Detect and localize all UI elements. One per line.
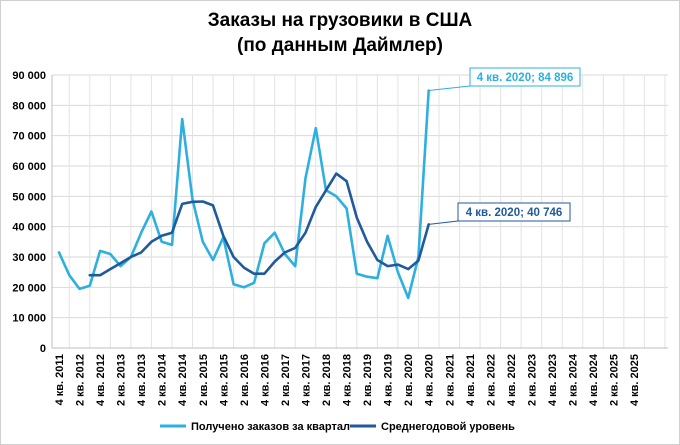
y-axis-ticks: 0 10 000 20 000 30 000 40 000 50 000 60 000 70 … <box>12 70 46 355</box>
callout-box <box>469 67 581 87</box>
x-tick-label: 2 кв. 2025 <box>609 354 621 406</box>
grid-lines <box>52 74 668 348</box>
callout-leader-line <box>428 85 471 91</box>
axes <box>51 75 668 349</box>
series-quarterly-orders-line <box>57 89 431 300</box>
chart-title-block: Заказы на грузовики в США (по данным Дай… <box>0 8 680 58</box>
x-tick-label: 2 кв. 2020 <box>403 354 415 406</box>
chart-title: Заказы на грузовики в США <box>207 10 473 31</box>
y-tick-label: 0 <box>40 343 46 355</box>
x-tick-label: 4 кв. 2016 <box>259 354 271 406</box>
series-annual-average-line <box>88 172 431 277</box>
callout-leader-line <box>428 220 459 225</box>
callout-label: 4 кв. 2020; 40 746 <box>466 207 563 219</box>
series-lines <box>57 89 431 300</box>
callouts: 4 кв. 2020; 84 896 4 кв. 2020; 40 746 <box>428 67 581 225</box>
x-tick-label: 4 кв. 2024 <box>588 353 600 406</box>
x-tick-label: 2 кв. 2019 <box>362 354 374 406</box>
x-tick-label: 2 кв. 2017 <box>280 354 292 406</box>
x-tick-label: 4 кв. 2018 <box>342 354 354 406</box>
x-tick-label: 4 кв. 2022 <box>506 354 518 406</box>
x-tick-label: 2 кв. 2014 <box>157 353 169 406</box>
y-tick-label: 60 000 <box>12 161 46 173</box>
callout-label: 4 кв. 2020; 84 896 <box>477 72 574 84</box>
x-tick-label: 2 кв. 2013 <box>116 354 128 406</box>
y-tick-label: 80 000 <box>12 100 46 112</box>
x-tick-label: 4 кв. 2020 <box>424 354 436 406</box>
x-tick-label: 4 кв. 2011 <box>54 354 66 405</box>
x-tick-label: 2 кв. 2012 <box>75 354 87 406</box>
y-tick-label: 50 000 <box>12 191 46 203</box>
y-tick-label: 10 000 <box>12 313 46 325</box>
x-axis-ticks: 4 кв. 2011 2 кв. 2012 4 кв. 2012 2 кв. 2013… <box>54 353 641 406</box>
x-tick-label: 2 кв. 2018 <box>321 354 333 406</box>
x-tick-label: 4 кв. 2013 <box>136 354 148 406</box>
x-tick-label: 4 кв. 2017 <box>300 354 312 406</box>
legend-label-quarterly: Получено заказов за квартал <box>191 421 350 433</box>
x-tick-label: 4 кв. 2012 <box>95 354 107 406</box>
x-tick-label: 4 кв. 2015 <box>218 354 230 406</box>
x-tick-label: 4 кв. 2023 <box>547 354 559 406</box>
x-tick-label: 2 кв. 2016 <box>239 354 251 406</box>
x-tick-label: 4 кв. 2025 <box>629 354 641 406</box>
y-tick-label: 70 000 <box>12 131 46 143</box>
y-tick-label: 90 000 <box>12 70 46 82</box>
x-tick-label: 4 кв. 2014 <box>177 353 189 406</box>
x-tick-label: 2 кв. 2023 <box>526 354 538 406</box>
x-tick-label: 2 кв. 2015 <box>198 354 210 406</box>
y-tick-label: 40 000 <box>12 222 46 234</box>
legend: Получено заказов за квартал Среднегодовой… <box>160 421 515 433</box>
x-tick-label: 4 кв. 2019 <box>383 354 395 406</box>
legend-label-average: Среднегодовой уровень <box>381 421 515 433</box>
y-tick-label: 30 000 <box>12 252 46 264</box>
chart-subtitle: (по данным Даймлер) <box>237 35 443 56</box>
x-tick-label: 2 кв. 2024 <box>568 353 580 406</box>
x-tick-label: 2 кв. 2021 <box>444 354 456 406</box>
x-tick-label: 2 кв. 2022 <box>485 354 497 406</box>
y-tick-label: 20 000 <box>12 282 46 294</box>
x-tick-label: 4 кв. 2021 <box>465 354 477 406</box>
callout-box <box>457 202 571 222</box>
